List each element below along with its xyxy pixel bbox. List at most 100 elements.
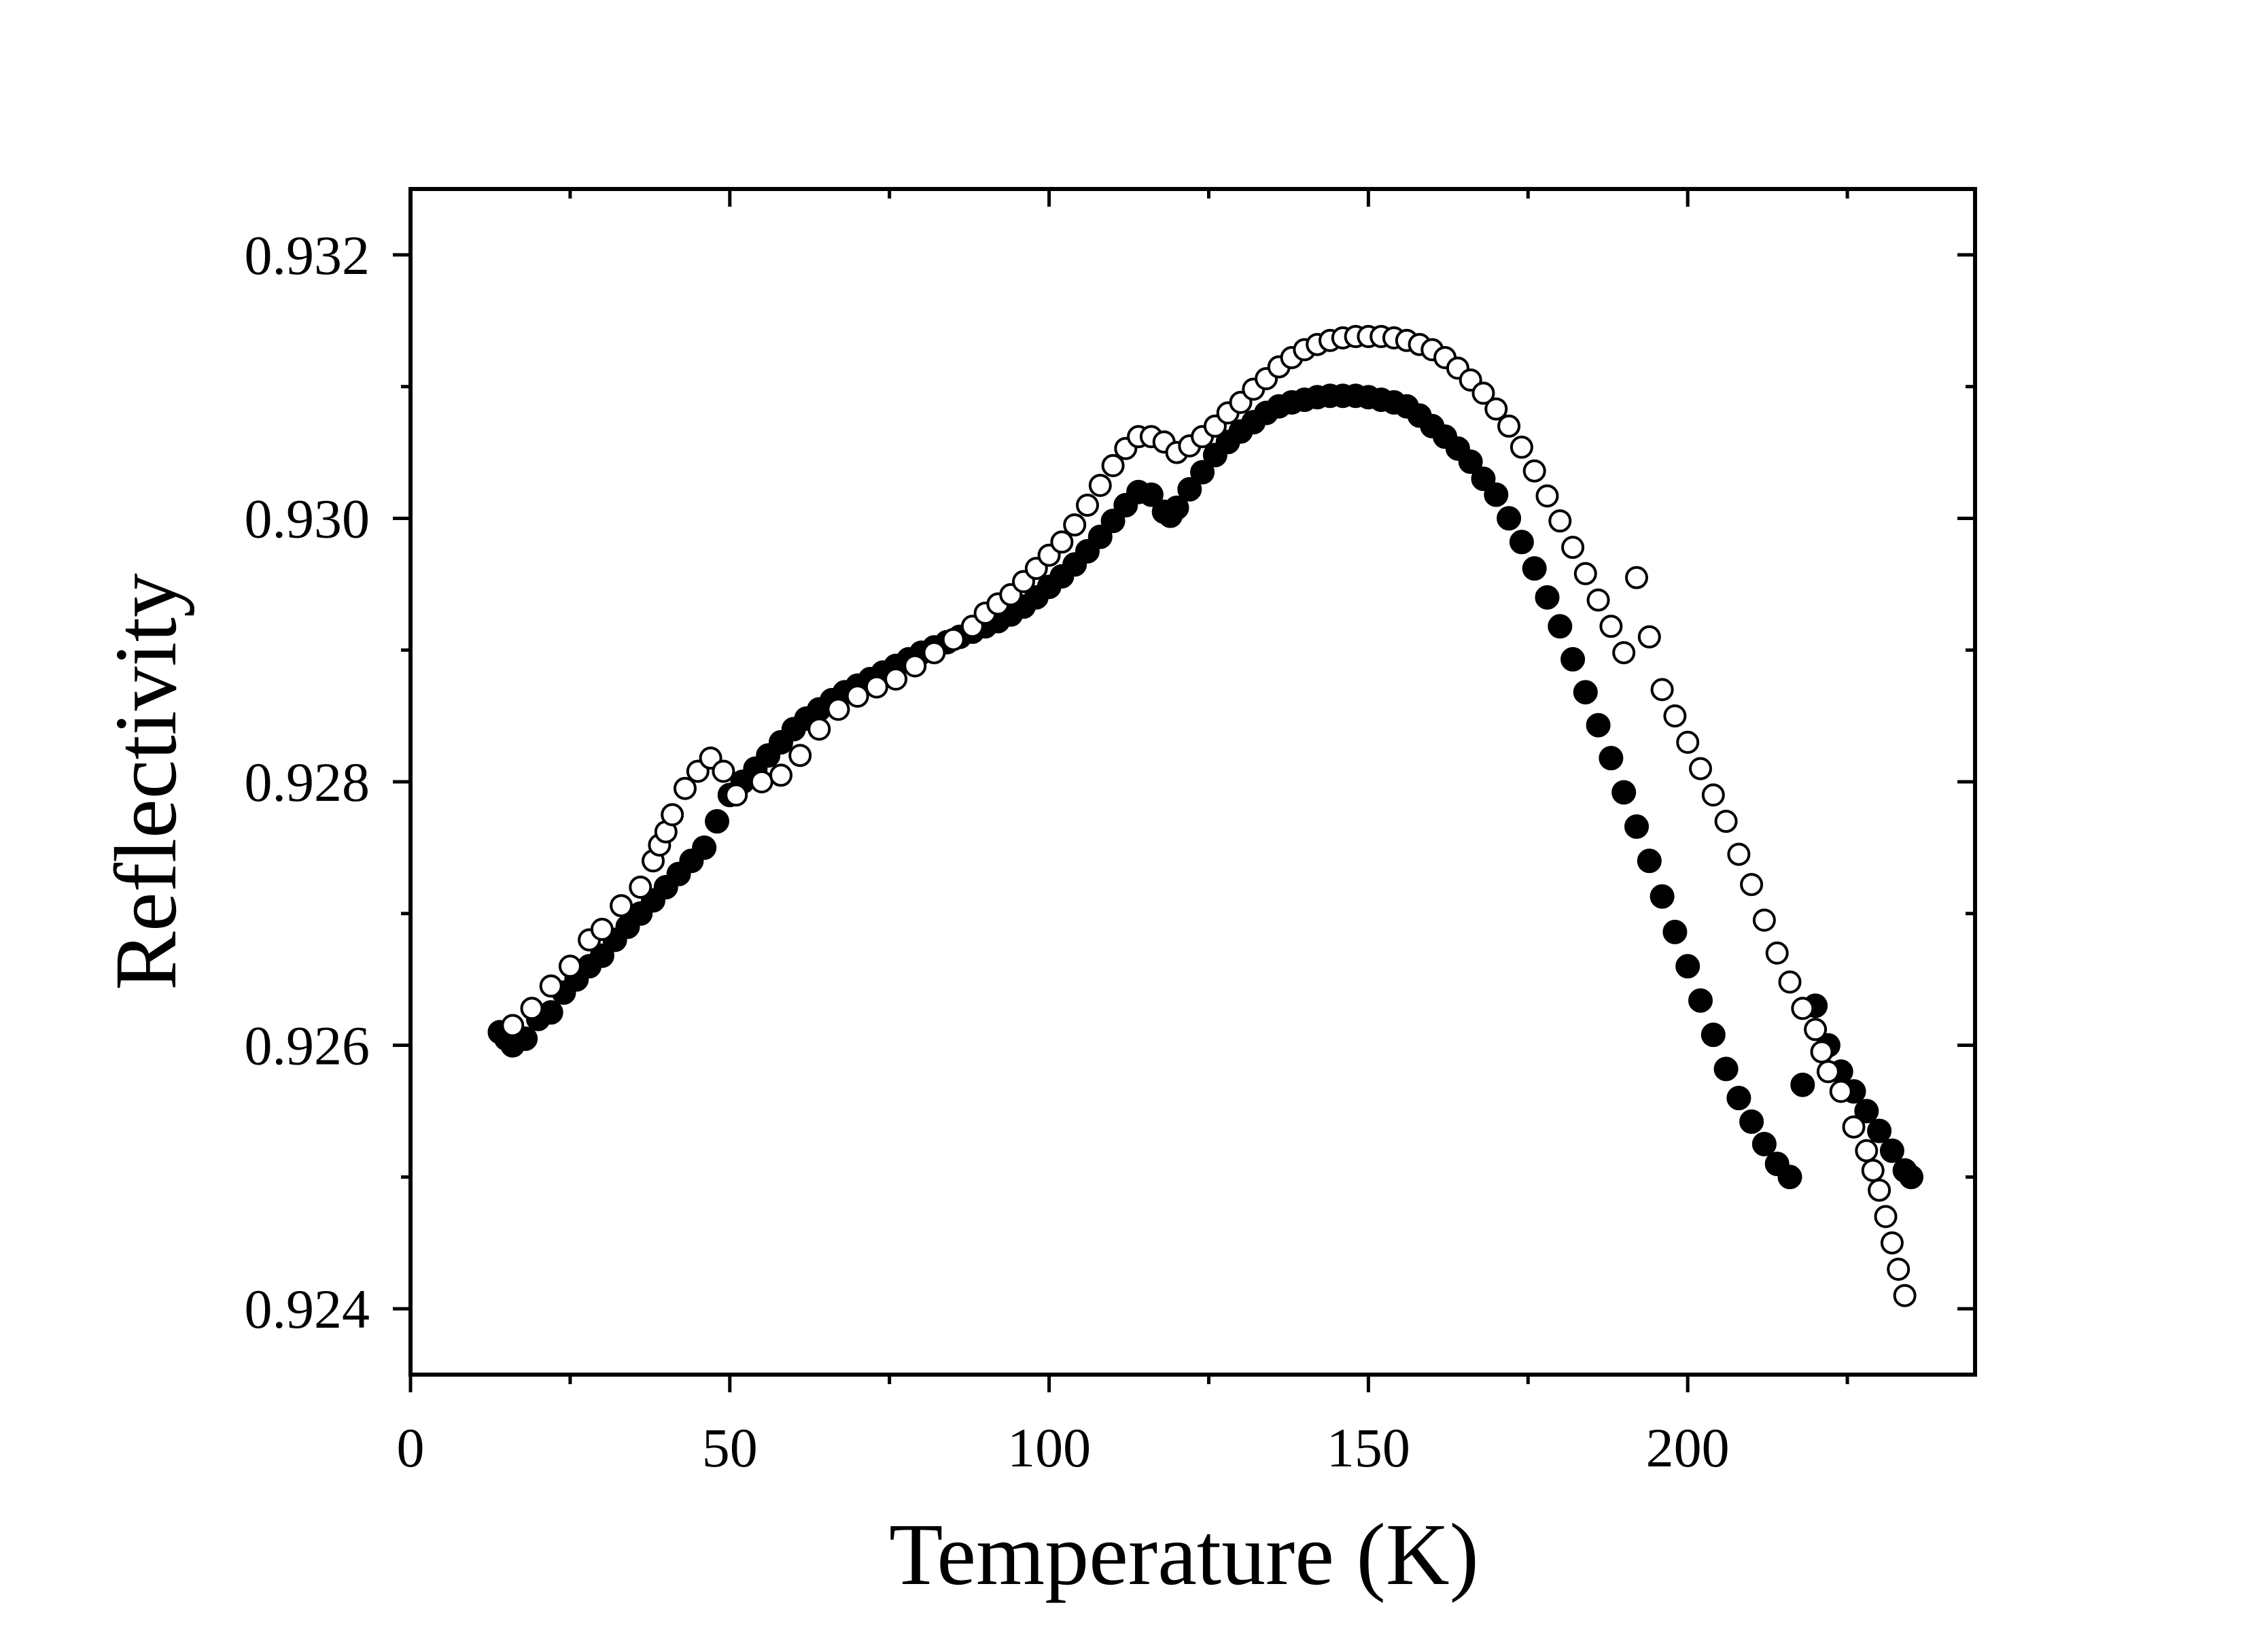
x-tick-label: 200 <box>1646 1417 1730 1479</box>
x-axis-title: Temperature (K) <box>889 1506 1479 1604</box>
open-data-point <box>520 997 544 1020</box>
filled-data-point <box>1087 524 1113 549</box>
x-tick-label: 100 <box>1007 1417 1091 1479</box>
filled-data-point <box>1650 884 1675 909</box>
open-data-point <box>769 763 792 787</box>
filled-data-point <box>1458 449 1483 475</box>
open-data-point <box>1816 1060 1840 1084</box>
open-data-point <box>865 675 888 699</box>
filled-data-point <box>1611 780 1637 805</box>
open-data-point <box>1663 704 1687 728</box>
open-data-point <box>1586 588 1610 612</box>
open-data-point <box>826 698 850 721</box>
open-data-point <box>1484 397 1508 421</box>
open-data-point <box>610 894 633 918</box>
open-data-point <box>1701 783 1725 807</box>
open-data-point <box>1088 474 1112 497</box>
open-data-point <box>1880 1231 1904 1255</box>
filled-data-point <box>1867 1118 1892 1143</box>
filled-data-point <box>1790 1072 1815 1097</box>
open-data-point <box>941 627 965 651</box>
filled-data-point <box>1522 556 1547 581</box>
open-data-point <box>1050 530 1074 554</box>
open-data-point <box>558 954 582 978</box>
open-data-point <box>1855 1139 1879 1163</box>
filled-data-point <box>1662 919 1688 944</box>
filled-data-point <box>1688 988 1713 1013</box>
x-tick-label: 0 <box>397 1417 425 1479</box>
open-data-point <box>674 776 697 800</box>
filled-data-point <box>1484 482 1509 507</box>
open-data-point <box>1535 484 1559 508</box>
filled-data-point <box>1177 477 1202 502</box>
series-open <box>501 325 1917 1307</box>
filled-data-point <box>1599 746 1624 771</box>
open-data-point <box>845 685 869 708</box>
y-tick-label: 0.924 <box>245 1278 370 1340</box>
y-tick-labels: 0.924 0.926 0.928 0.930 0.932 <box>245 224 370 1340</box>
filled-data-point <box>1471 466 1496 492</box>
open-data-point <box>1561 536 1585 560</box>
open-data-point <box>1063 513 1087 537</box>
open-data-point <box>1893 1284 1917 1307</box>
filled-data-point <box>1751 1131 1777 1156</box>
filled-data-point <box>1497 506 1522 531</box>
filled-data-point <box>1560 647 1586 672</box>
filled-data-point <box>1675 954 1700 979</box>
open-data-point <box>590 918 614 941</box>
filled-data-point <box>1624 814 1649 839</box>
open-data-point <box>1829 1080 1853 1103</box>
y-tick-label: 0.930 <box>245 487 370 549</box>
filled-data-point <box>1777 1165 1802 1190</box>
open-data-point <box>1714 810 1738 833</box>
open-data-point <box>1752 908 1776 932</box>
open-data-point <box>1842 1115 1866 1139</box>
filled-data-point <box>1535 585 1560 610</box>
open-data-point <box>1650 678 1674 702</box>
filled-data-point <box>692 835 717 860</box>
x-tick-label: 150 <box>1327 1417 1410 1479</box>
open-data-point <box>1887 1258 1911 1281</box>
filled-data-point <box>1637 848 1662 874</box>
filled-data-point <box>1899 1165 1923 1190</box>
filled-data-point <box>589 943 614 968</box>
open-data-point <box>1791 997 1815 1020</box>
filled-data-point <box>1548 614 1573 639</box>
open-data-point <box>501 1014 525 1037</box>
open-data-point <box>1804 1018 1828 1042</box>
open-data-point <box>1522 459 1546 483</box>
open-data-point <box>884 667 908 691</box>
open-data-point <box>1637 625 1661 649</box>
open-data-point <box>1868 1178 1891 1202</box>
open-data-point <box>725 783 748 807</box>
filled-data-point <box>1726 1086 1751 1111</box>
filled-data-point <box>1700 1022 1726 1048</box>
y-axis-title: Reflectivity <box>97 573 195 991</box>
open-data-point <box>1778 970 1802 994</box>
filled-data-point <box>1573 680 1598 705</box>
open-data-point <box>1497 414 1521 438</box>
open-data-point <box>1471 381 1495 405</box>
open-data-point <box>1612 641 1636 665</box>
open-data-point <box>539 974 563 998</box>
filled-data-point <box>705 809 729 834</box>
open-data-point <box>903 654 927 678</box>
plot-frame <box>408 187 1977 1377</box>
y-tick-label: 0.928 <box>245 751 370 813</box>
filled-data-point <box>1190 460 1215 485</box>
filled-data-point <box>1854 1099 1879 1124</box>
open-data-point <box>1101 453 1125 477</box>
open-data-point <box>1861 1158 1885 1182</box>
x-tick-labels: 0 50 100 150 200 <box>397 1417 1730 1479</box>
open-data-point <box>1599 615 1623 638</box>
filled-data-point <box>1138 482 1164 507</box>
axis-ticks <box>393 189 1975 1392</box>
y-tick-label: 0.932 <box>245 224 370 286</box>
filled-data-point <box>1164 495 1189 520</box>
open-data-point <box>629 876 652 899</box>
open-data-point <box>1510 435 1533 459</box>
filled-data-point <box>538 1000 563 1025</box>
open-data-point <box>1676 730 1700 754</box>
